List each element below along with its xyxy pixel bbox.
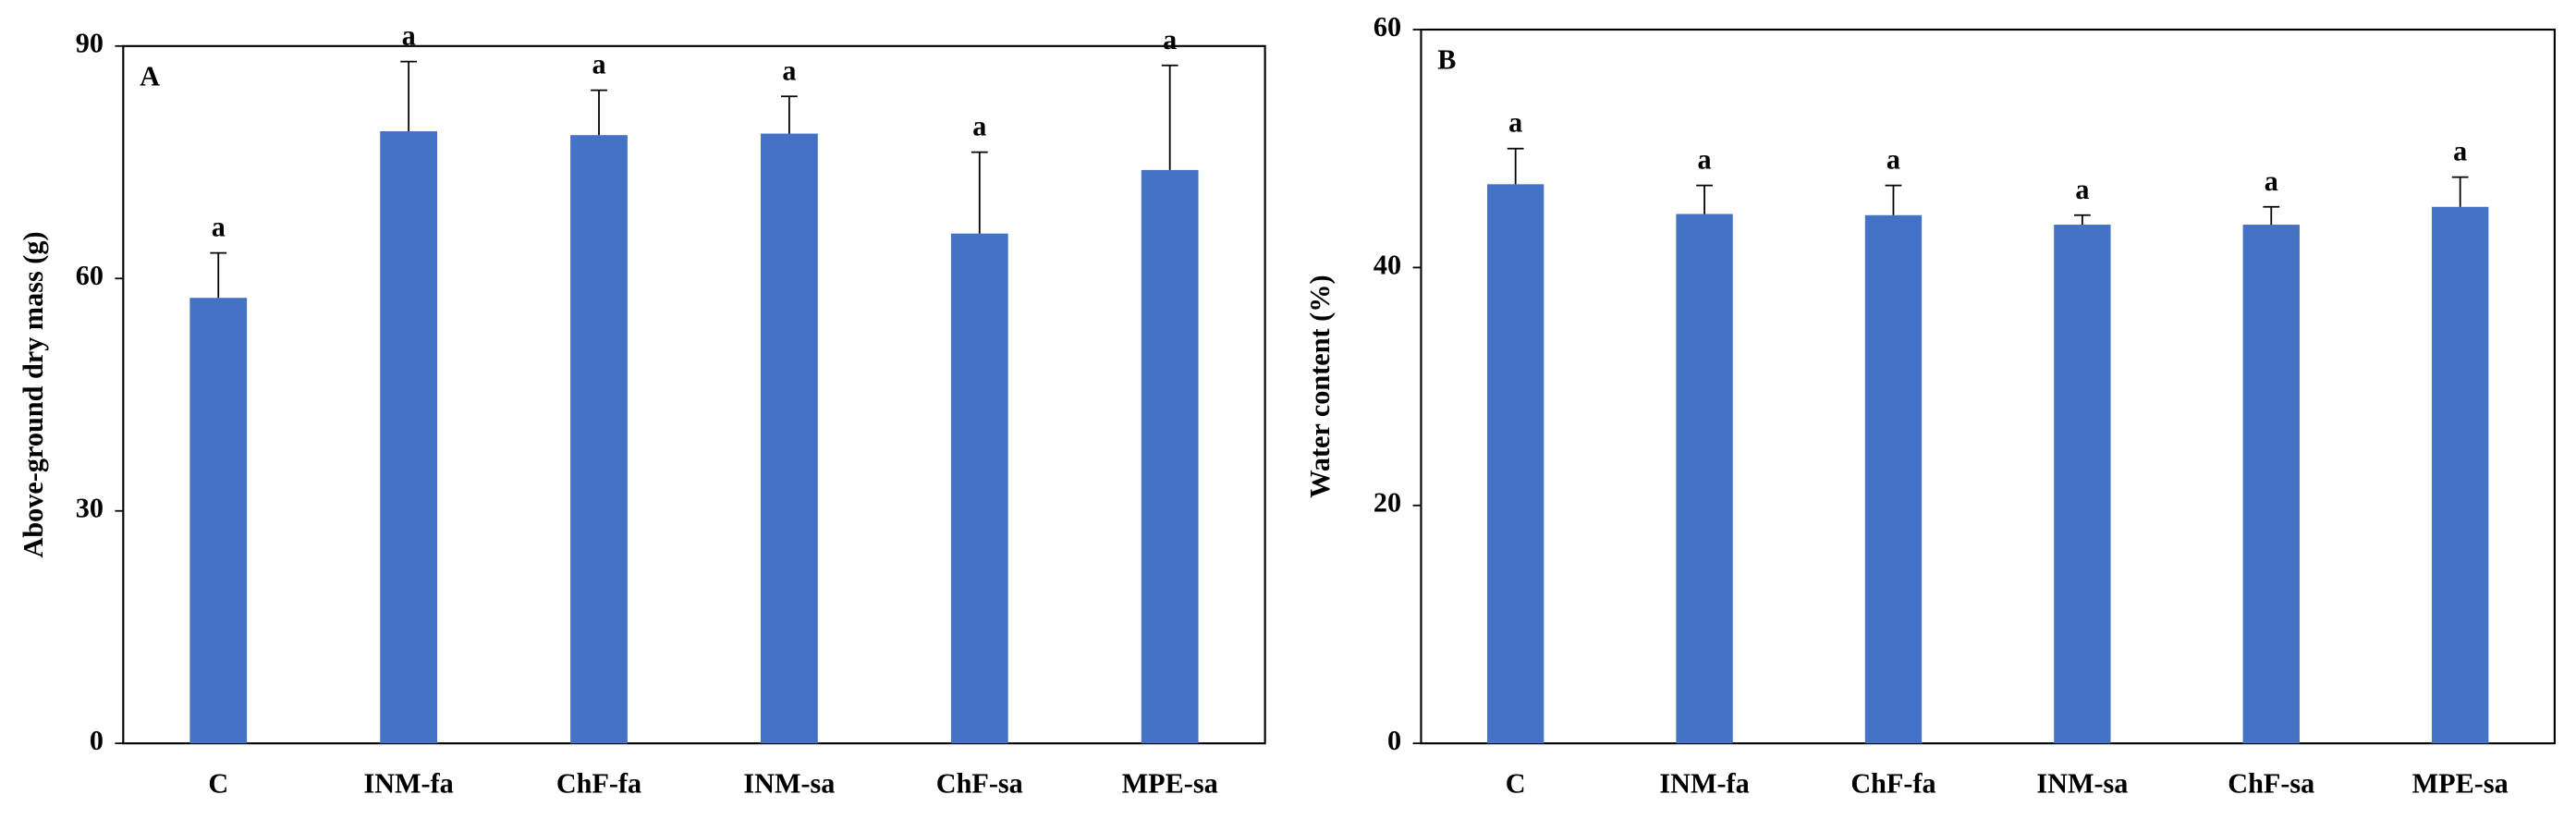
panel-label: A [140, 60, 160, 92]
bar [1141, 169, 1199, 744]
significance-letter: a [2265, 165, 2278, 197]
plot-frame [122, 44, 1266, 745]
y-axis-label: Water content (%) [1304, 275, 1336, 497]
significance-letter: a [212, 212, 226, 243]
significance-letter: a [2453, 136, 2467, 167]
bar [2242, 225, 2300, 744]
x-tick-label: ChF-fa [556, 767, 641, 799]
y-tick-label: 0 [90, 725, 104, 756]
y-tick-label: 0 [1387, 725, 1401, 756]
significance-letter: a [1163, 24, 1177, 55]
plot-frame [1420, 28, 2556, 745]
x-tick-label: ChF-sa [2228, 767, 2314, 799]
y-tick-label: 20 [1373, 487, 1401, 519]
x-tick-label: MPE-sa [1122, 767, 1218, 799]
x-tick-label: C [208, 767, 228, 799]
significance-letter: a [782, 55, 796, 86]
x-tick-label: ChF-fa [1850, 767, 1935, 799]
significance-letter: a [2075, 174, 2089, 205]
x-tick-label: MPE-sa [2412, 767, 2509, 799]
significance-letter: a [1698, 144, 1712, 176]
x-tick-label: INM-fa [363, 767, 453, 799]
significance-letter: a [592, 49, 605, 80]
bar [761, 133, 818, 744]
y-tick-label: 90 [76, 28, 104, 59]
bar [380, 131, 438, 744]
significance-letter: a [1886, 144, 1900, 176]
x-tick-label: INM-fa [1659, 767, 1749, 799]
y-tick-label: 60 [76, 260, 104, 291]
bar [950, 233, 1008, 744]
y-tick-label: 40 [1373, 249, 1401, 280]
x-tick-label: C [1506, 767, 1526, 799]
bar [570, 135, 628, 744]
significance-letter: a [1508, 107, 1522, 139]
significance-letter: a [972, 111, 986, 142]
bar [1864, 214, 1923, 744]
panel-label: B [1437, 44, 1456, 76]
y-tick-label: 30 [76, 493, 104, 524]
bar [1487, 184, 1544, 744]
bar [2432, 206, 2489, 744]
x-tick-label: INM-sa [743, 767, 835, 799]
x-tick-label: INM-sa [2036, 767, 2128, 799]
x-tick-label: ChF-sa [936, 767, 1023, 799]
bar [189, 298, 248, 744]
y-axis-label: Above-ground dry mass (g) [18, 231, 49, 557]
bar [1676, 214, 1733, 744]
y-tick-label: 60 [1373, 11, 1401, 43]
significance-letter: a [402, 20, 416, 52]
bar [2054, 225, 2111, 744]
